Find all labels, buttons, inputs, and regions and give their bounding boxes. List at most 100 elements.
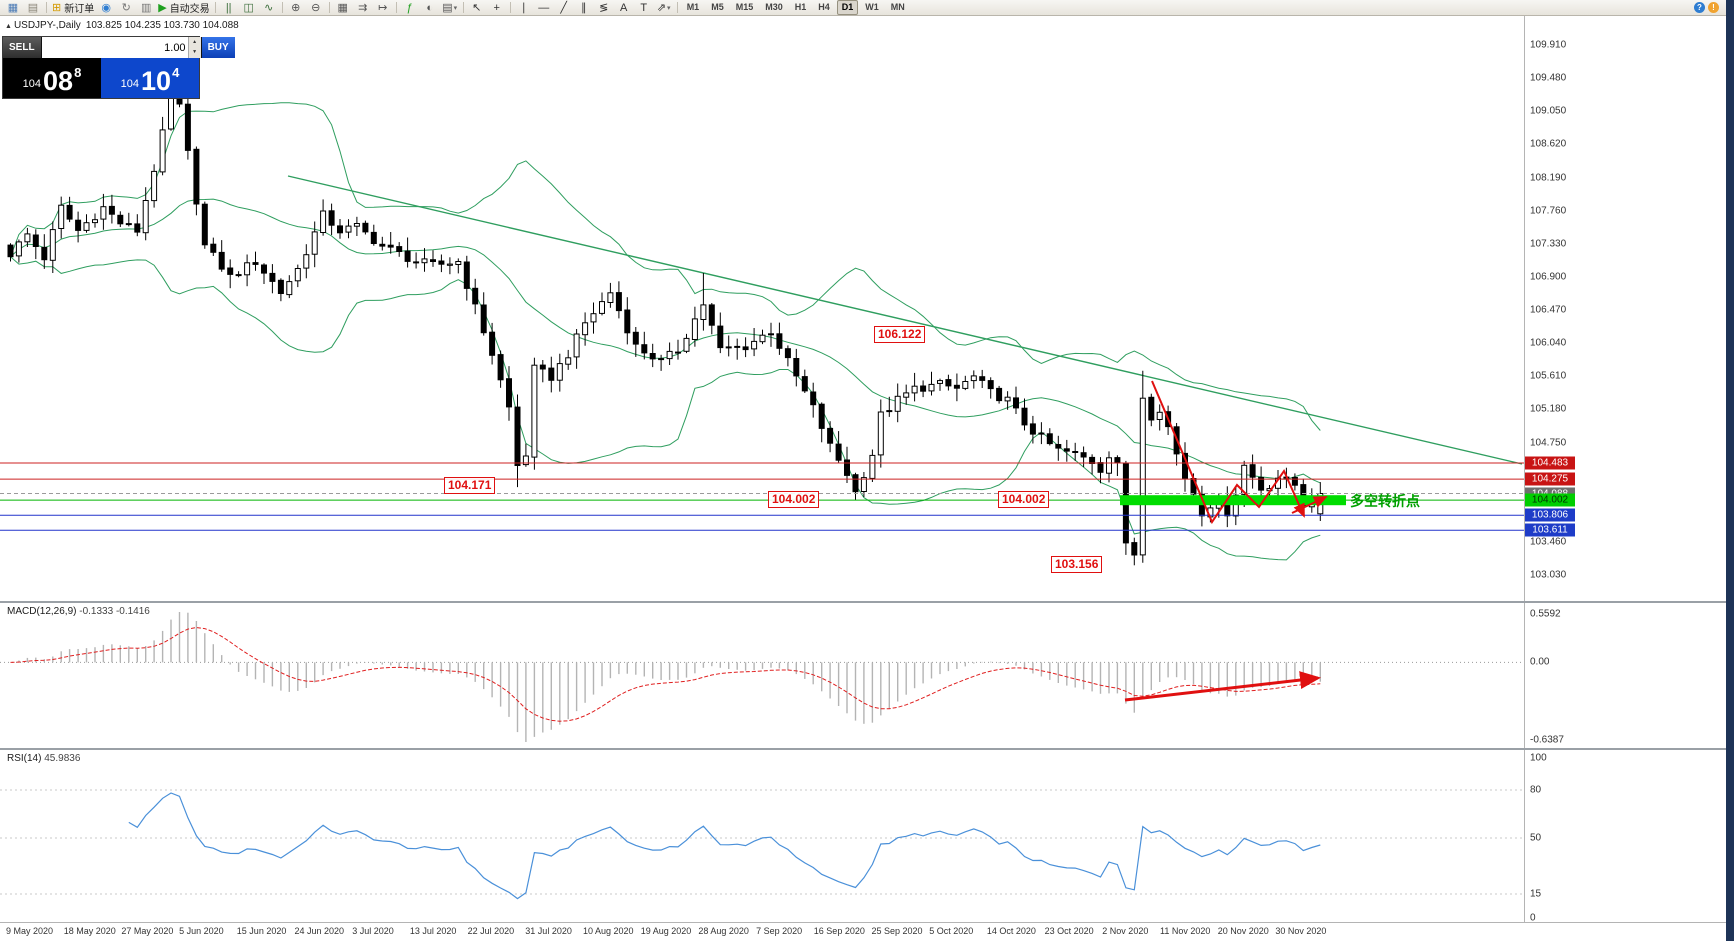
right-edge-strip xyxy=(1726,0,1734,941)
date-tick: 3 Jul 2020 xyxy=(352,926,394,936)
new-order-button: ⊞ xyxy=(52,1,62,14)
price-tick: 109.050 xyxy=(1530,105,1567,117)
sell-button[interactable]: SELL xyxy=(3,37,42,58)
line-chart-icon: ∿ xyxy=(264,1,274,14)
price-tick: 106.900 xyxy=(1530,271,1567,283)
label-icon[interactable]: T xyxy=(634,1,654,15)
data-window-icon[interactable]: ▥ xyxy=(136,1,156,15)
vertical-line-icon[interactable]: ∣ xyxy=(514,1,534,15)
price-level-note: 103.156 xyxy=(1051,556,1103,573)
price-axis-separator xyxy=(1524,15,1525,922)
timeframe-button-m15[interactable]: M15 xyxy=(735,2,754,12)
price-tag: 103.611 xyxy=(1525,523,1575,537)
date-tick: 5 Oct 2020 xyxy=(929,926,974,936)
price-tick: 109.480 xyxy=(1530,72,1567,84)
chart-header: ▲ USDJPY-,Daily 103.825 104.235 103.730 10… xyxy=(5,20,239,31)
volume-input[interactable] xyxy=(41,37,188,58)
community-icon[interactable]: ! xyxy=(1708,2,1719,13)
templates-icon[interactable]: ▤ ▾ xyxy=(440,1,460,15)
buy-price-sup: 4 xyxy=(172,65,180,80)
alerts-icon[interactable]: ↻ xyxy=(116,1,136,15)
price-level-note: 104.171 xyxy=(444,477,496,494)
auto-scroll-icon[interactable]: ⇉ xyxy=(353,1,373,15)
date-tick: 16 Sep 2020 xyxy=(813,926,865,936)
timeframe-button-m1[interactable]: M1 xyxy=(686,2,700,12)
panel-splitter[interactable] xyxy=(0,601,1726,603)
candlestick-chart-icon[interactable]: ◫ xyxy=(239,1,259,15)
help-icon[interactable]: ? xyxy=(1694,2,1705,13)
chart-collapse-icon[interactable]: ▲ xyxy=(5,23,12,30)
crosshair-icon[interactable]: + xyxy=(487,1,507,15)
candlestick-chart-icon: ◫ xyxy=(243,1,254,14)
price-tick: 103.030 xyxy=(1530,569,1567,581)
alerts-icon: ↻ xyxy=(121,1,131,14)
zoom-out-icon: ⊖ xyxy=(311,1,321,14)
timeframe-button-d1[interactable]: D1 xyxy=(836,0,859,15)
date-tick: 31 Jul 2020 xyxy=(525,926,572,936)
date-tick: 20 Nov 2020 xyxy=(1217,926,1269,936)
sell-price-display[interactable]: 104 08 8 xyxy=(3,58,101,98)
arrows-icon: ⇗ xyxy=(656,1,667,14)
toolbar-separator xyxy=(509,2,511,13)
mql5-community-icon[interactable]: ◉ xyxy=(96,1,116,15)
auto-trading-button[interactable]: ▶ 自动交易 xyxy=(156,1,211,16)
price-tick: 104.750 xyxy=(1530,437,1567,448)
horizontal-line-icon[interactable]: ― xyxy=(534,1,554,15)
macd-label: MACD(12,26,9) -0.1333 -0.1416 xyxy=(5,606,152,617)
volume-up-button[interactable]: ▲ xyxy=(188,37,201,48)
text-icon[interactable]: A xyxy=(614,1,634,15)
price-chart-canvas[interactable] xyxy=(0,15,1524,602)
arrows-icon[interactable]: ⇗ ▾ xyxy=(654,1,674,15)
chart-window-icon[interactable]: ▦ xyxy=(3,1,23,15)
symbol-period-label: USDJPY-,Daily xyxy=(13,20,81,31)
rsi-name: RSI(14) xyxy=(7,753,42,764)
bars-chart-icon[interactable]: || xyxy=(219,1,239,15)
price-tick: 109.910 xyxy=(1530,39,1567,51)
tile-windows-icon[interactable]: ▦ xyxy=(333,1,353,15)
price-tick: 105.610 xyxy=(1530,370,1567,382)
date-tick: 13 Jul 2020 xyxy=(409,926,457,936)
price-tick: 105.180 xyxy=(1530,403,1567,415)
rsi-canvas[interactable] xyxy=(0,751,1524,922)
zoom-in-icon[interactable]: ⊕ xyxy=(286,1,306,15)
main-toolbar: ▦ ▤ ⊞ 新订单 ◉ ↻ ▥ ▶ 自动交易 || ◫ ∿ ⊕ ⊖ ▦ ⇉ ↦ ƒ ◐ ▤ ▾ ↖ + ∣ ― ╱ ∥ ≶ A T ⇗ ▾ M1… xyxy=(0,0,1734,16)
line-chart-icon[interactable]: ∿ xyxy=(259,1,279,15)
tile-windows-icon: ▦ xyxy=(337,1,348,14)
date-tick: 14 Oct 2020 xyxy=(986,926,1036,936)
timeframe-button-mn[interactable]: MN xyxy=(890,2,905,12)
fibonacci-icon[interactable]: ≶ xyxy=(594,1,614,15)
timeframe-button-m5[interactable]: M5 xyxy=(711,2,724,12)
date-tick: 28 Aug 2020 xyxy=(698,926,749,936)
date-tick: 11 Nov 2020 xyxy=(1160,926,1211,936)
one-click-trading-panel: SELL ▲ ▼ BUY 104 08 8 104 xyxy=(2,36,235,99)
macd-canvas[interactable] xyxy=(0,604,1524,748)
toolbar-separator xyxy=(395,2,397,13)
panel-splitter[interactable] xyxy=(0,748,1726,750)
trendline-icon[interactable]: ╱ xyxy=(554,1,574,15)
timeframe-button-w1[interactable]: W1 xyxy=(865,2,879,12)
toolbar-separator xyxy=(676,2,678,13)
text-icon: A xyxy=(620,1,628,14)
chart-shift-icon: ↦ xyxy=(378,1,388,14)
date-tick: 9 May 2020 xyxy=(6,926,54,936)
volume-box: ▲ ▼ xyxy=(41,37,201,58)
timeframe-button-m30[interactable]: M30 xyxy=(765,2,783,12)
buy-button[interactable]: BUY xyxy=(200,37,235,58)
new-order-button[interactable]: ⊞ 新订单 xyxy=(50,1,96,16)
cursor-icon[interactable]: ↖ xyxy=(467,1,487,15)
zoom-out-icon[interactable]: ⊖ xyxy=(306,1,326,15)
chart-shift-icon[interactable]: ↦ xyxy=(373,1,393,15)
volume-down-button[interactable]: ▼ xyxy=(188,47,201,58)
time-axis-separator xyxy=(0,922,1726,923)
timeframe-button-h4[interactable]: H4 xyxy=(818,2,830,12)
label-icon: T xyxy=(640,1,648,14)
buy-price-display[interactable]: 104 10 4 xyxy=(101,58,199,98)
price-tag: 104.483 xyxy=(1525,456,1575,470)
periods-icon[interactable]: ◐ xyxy=(420,1,440,15)
timeframe-button-h1[interactable]: H1 xyxy=(794,2,807,12)
date-tick: 18 May 2020 xyxy=(63,926,116,936)
profiles-icon[interactable]: ▤ xyxy=(23,1,43,15)
horizontal-line-icon: ― xyxy=(538,1,550,14)
channel-icon[interactable]: ∥ xyxy=(574,1,594,15)
indicators-icon[interactable]: ƒ xyxy=(400,1,420,15)
